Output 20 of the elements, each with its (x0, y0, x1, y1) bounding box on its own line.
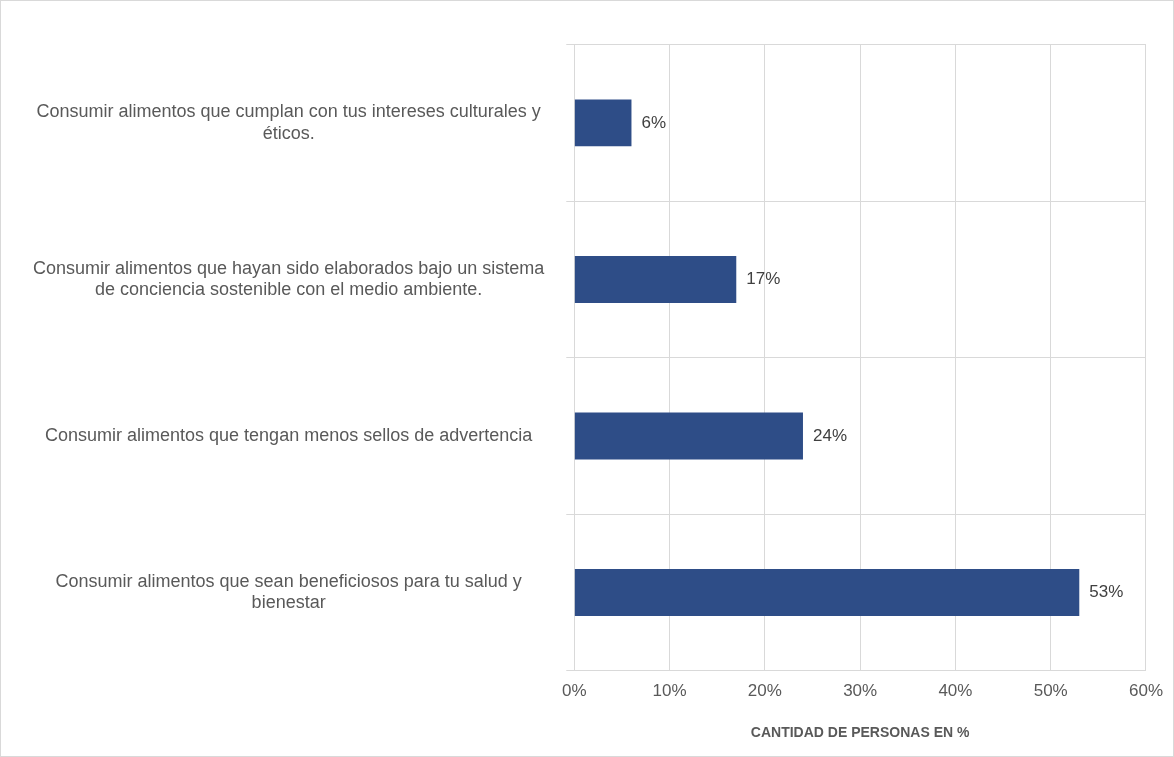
x-tick-label: 60% (1128, 680, 1163, 700)
x-tick-label: 40% (938, 680, 973, 700)
bar (574, 255, 737, 303)
data-label: 24% (812, 425, 847, 445)
x-tick-label: 30% (843, 680, 878, 700)
bar (574, 569, 1080, 617)
bar (574, 412, 803, 460)
y-tick-label: Consumir alimentos que sean beneficiosos para tu salud y bienestar (55, 570, 522, 613)
data-label: 6% (641, 112, 667, 132)
data-label: 17% (746, 269, 781, 289)
x-tick-label: 50% (1033, 680, 1068, 700)
x-tick-label: 0% (562, 680, 587, 700)
y-tick-label: Consumir alimentos que cumplan con tus intereses culturales y éticos. (36, 101, 541, 143)
x-axis-title: CANTIDAD DE PERSONAS EN % (750, 724, 970, 741)
data-label: 53% (1089, 582, 1124, 602)
x-tick-label: 10% (652, 680, 687, 700)
bar (574, 99, 632, 147)
x-tick-label: 20% (747, 680, 782, 700)
y-tick-label: Consumir alimentos que hayan sido elaborados bajo un sistema de conciencia sostenible con el medio ambiente. (33, 257, 546, 300)
y-tick-label: Consumir alimentos que tengan menos sellos de advertencia (45, 424, 534, 445)
